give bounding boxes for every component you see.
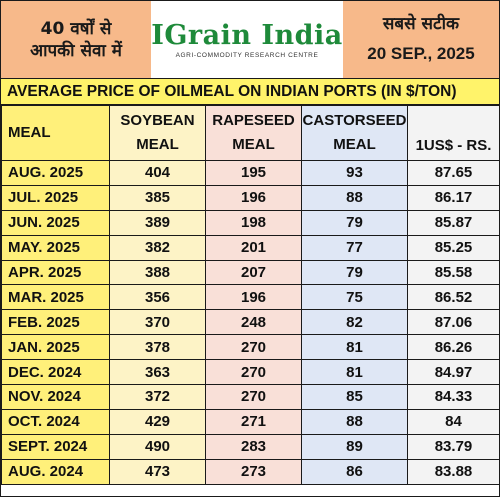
exchange-rate-cell: 87.65 bbox=[407, 160, 500, 186]
rapeseed-price-cell: 196 bbox=[205, 284, 302, 311]
rapeseed-price-cell: 207 bbox=[205, 259, 302, 286]
month-cell: AUG. 2025 bbox=[1, 160, 110, 186]
month-cell: DEC. 2024 bbox=[1, 359, 110, 386]
castorseed-price-cell: 89 bbox=[301, 433, 408, 460]
table-row: FEB. 2025 370 248 82 87.06 bbox=[1, 309, 500, 336]
table-row: APR. 2025 388 207 79 85.58 bbox=[1, 259, 500, 286]
castorseed-price-cell: 79 bbox=[301, 259, 408, 286]
soybean-price-cell: 382 bbox=[109, 234, 206, 261]
month-cell: MAR. 2025 bbox=[1, 284, 110, 311]
col-header-exchange-rate: 1US$ - RS. bbox=[407, 105, 500, 161]
table-row: DEC. 2024 363 270 81 84.97 bbox=[1, 359, 500, 386]
table-title: AVERAGE PRICE OF OILMEAL ON INDIAN PORTS… bbox=[1, 79, 499, 105]
table-row: JAN. 2025 378 270 81 86.26 bbox=[1, 334, 500, 361]
castorseed-price-cell: 86 bbox=[301, 458, 408, 485]
rapeseed-price-cell: 283 bbox=[205, 433, 302, 460]
soybean-price-cell: 388 bbox=[109, 259, 206, 286]
castorseed-price-cell: 79 bbox=[301, 209, 408, 236]
table-header-row: MEAL SOYBEAN MEAL RAPESEED MEAL CASTORSEED… bbox=[1, 105, 500, 161]
rapeseed-price-cell: 270 bbox=[205, 359, 302, 386]
rapeseed-price-cell: 198 bbox=[205, 209, 302, 236]
slogan-line-2: आपकी सेवा में bbox=[30, 40, 122, 61]
soybean-price-cell: 372 bbox=[109, 384, 206, 410]
exchange-rate-cell: 83.88 bbox=[407, 458, 500, 485]
soybean-price-cell: 363 bbox=[109, 359, 206, 386]
logo-subtitle: AGRI-COMMODITY RESEARCH CENTRE bbox=[175, 51, 319, 59]
slogan-panel: 40 वर्षों से आपकी सेवा में bbox=[1, 1, 151, 79]
col-header-soybean: SOYBEAN MEAL bbox=[109, 105, 206, 161]
table-row: JUL. 2025 385 196 88 86.17 bbox=[1, 184, 500, 211]
month-cell: FEB. 2025 bbox=[1, 309, 110, 336]
date-panel: सबसे सटीक 20 SEP., 2025 bbox=[343, 1, 499, 79]
soybean-price-cell: 490 bbox=[109, 433, 206, 460]
exchange-rate-cell: 86.26 bbox=[407, 334, 500, 361]
soybean-price-cell: 378 bbox=[109, 334, 206, 361]
table-row: AUG. 2025 404 195 93 87.65 bbox=[1, 160, 500, 186]
tagline: सबसे सटीक bbox=[382, 13, 460, 34]
table-row: MAR. 2025 356 196 75 86.52 bbox=[1, 284, 500, 311]
table-row: NOV. 2024 372 270 85 84.33 bbox=[1, 384, 500, 410]
exchange-rate-cell: 85.87 bbox=[407, 209, 500, 236]
price-table: MEAL SOYBEAN MEAL RAPESEED MEAL CASTORSEED… bbox=[1, 105, 500, 485]
col-header-meal: MEAL bbox=[1, 105, 110, 161]
col-header-castorseed: CASTORSEED MEAL bbox=[301, 105, 408, 161]
report-date: 20 SEP., 2025 bbox=[367, 43, 475, 63]
castorseed-price-cell: 81 bbox=[301, 334, 408, 361]
soybean-price-cell: 356 bbox=[109, 284, 206, 311]
rapeseed-price-cell: 196 bbox=[205, 184, 302, 211]
castorseed-price-cell: 88 bbox=[301, 184, 408, 211]
slogan-line-1: 40 वर्षों से bbox=[40, 18, 112, 39]
month-cell: APR. 2025 bbox=[1, 259, 110, 286]
exchange-rate-cell: 85.58 bbox=[407, 259, 500, 286]
castorseed-price-cell: 75 bbox=[301, 284, 408, 311]
month-cell: JUL. 2025 bbox=[1, 184, 110, 211]
table-row: OCT. 2024 429 271 88 84 bbox=[1, 408, 500, 435]
rapeseed-price-cell: 248 bbox=[205, 309, 302, 336]
table-row: SEPT. 2024 490 283 89 83.79 bbox=[1, 433, 500, 460]
col-header-rapeseed: RAPESEED MEAL bbox=[205, 105, 302, 161]
month-cell: JAN. 2025 bbox=[1, 334, 110, 361]
month-cell: AUG. 2024 bbox=[1, 458, 110, 485]
soybean-price-cell: 389 bbox=[109, 209, 206, 236]
exchange-rate-cell: 86.17 bbox=[407, 184, 500, 211]
rapeseed-price-cell: 271 bbox=[205, 408, 302, 435]
exchange-rate-cell: 83.79 bbox=[407, 433, 500, 460]
castorseed-price-cell: 93 bbox=[301, 160, 408, 186]
rapeseed-price-cell: 270 bbox=[205, 384, 302, 410]
logo-text: IGrain India bbox=[151, 19, 343, 51]
soybean-price-cell: 385 bbox=[109, 184, 206, 211]
castorseed-price-cell: 85 bbox=[301, 384, 408, 410]
exchange-rate-cell: 84.33 bbox=[407, 384, 500, 410]
rapeseed-price-cell: 201 bbox=[205, 234, 302, 261]
table-row: AUG. 2024 473 273 86 83.88 bbox=[1, 458, 500, 485]
castorseed-price-cell: 81 bbox=[301, 359, 408, 386]
castorseed-price-cell: 88 bbox=[301, 408, 408, 435]
castorseed-price-cell: 77 bbox=[301, 234, 408, 261]
exchange-rate-cell: 84.97 bbox=[407, 359, 500, 386]
month-cell: SEPT. 2024 bbox=[1, 433, 110, 460]
rapeseed-price-cell: 270 bbox=[205, 334, 302, 361]
month-cell: JUN. 2025 bbox=[1, 209, 110, 236]
exchange-rate-cell: 86.52 bbox=[407, 284, 500, 311]
exchange-rate-cell: 85.25 bbox=[407, 234, 500, 261]
table-row: JUN. 2025 389 198 79 85.87 bbox=[1, 209, 500, 236]
soybean-price-cell: 370 bbox=[109, 309, 206, 336]
exchange-rate-cell: 87.06 bbox=[407, 309, 500, 336]
soybean-price-cell: 404 bbox=[109, 160, 206, 186]
month-cell: OCT. 2024 bbox=[1, 408, 110, 435]
castorseed-price-cell: 82 bbox=[301, 309, 408, 336]
month-cell: MAY. 2025 bbox=[1, 234, 110, 261]
soybean-price-cell: 473 bbox=[109, 458, 206, 485]
table-row: MAY. 2025 382 201 77 85.25 bbox=[1, 234, 500, 261]
month-cell: NOV. 2024 bbox=[1, 384, 110, 410]
soybean-price-cell: 429 bbox=[109, 408, 206, 435]
rapeseed-price-cell: 195 bbox=[205, 160, 302, 186]
rapeseed-price-cell: 273 bbox=[205, 458, 302, 485]
exchange-rate-cell: 84 bbox=[407, 408, 500, 435]
logo-panel: IGrain India AGRI-COMMODITY RESEARCH CEN… bbox=[151, 1, 343, 79]
logo: IGrain India bbox=[151, 19, 343, 51]
